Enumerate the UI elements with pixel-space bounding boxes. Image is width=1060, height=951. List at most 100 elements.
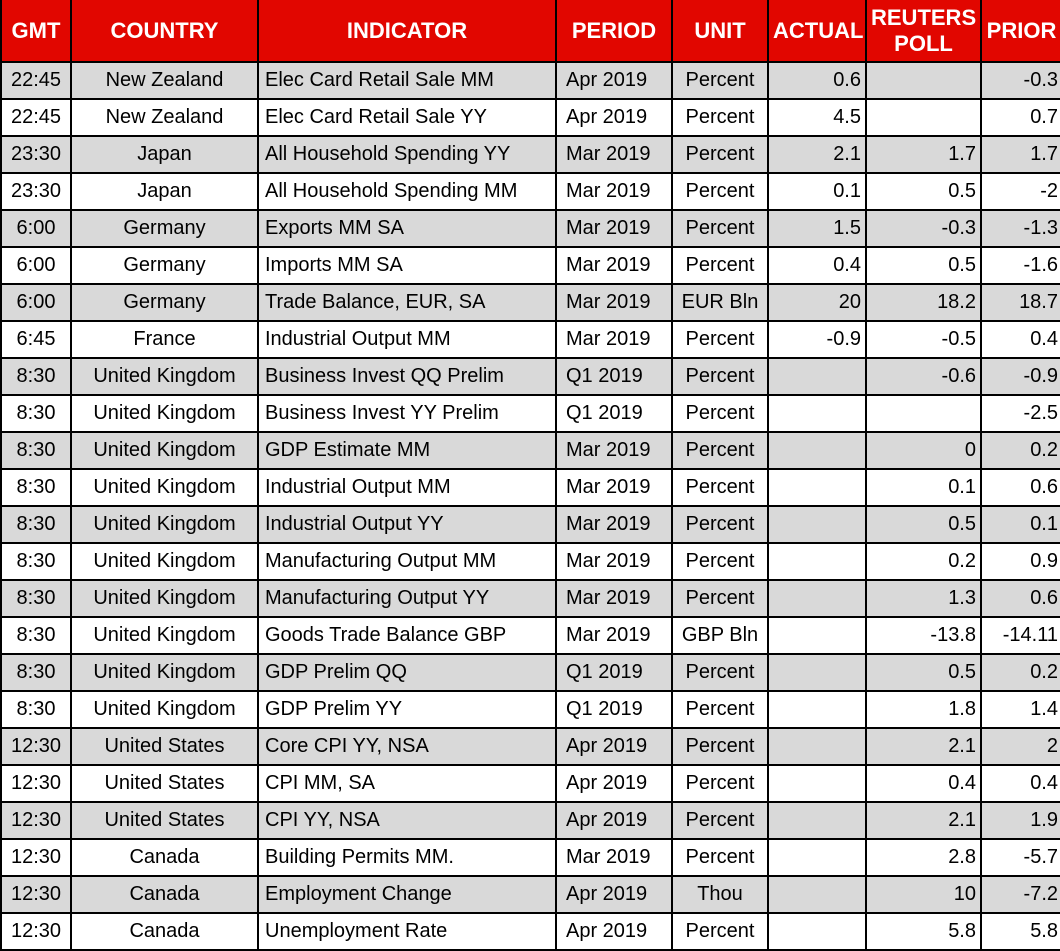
cell-gmt: 6:00 bbox=[0, 246, 72, 285]
cell-poll: 0.1 bbox=[865, 468, 982, 507]
cell-prior: 0.6 bbox=[980, 579, 1060, 618]
cell-country: United States bbox=[70, 764, 259, 803]
cell-prior: 1.7 bbox=[980, 135, 1060, 174]
cell-actual bbox=[767, 579, 867, 618]
cell-country: Germany bbox=[70, 246, 259, 285]
cell-prior: 0.1 bbox=[980, 505, 1060, 544]
cell-country: Japan bbox=[70, 172, 259, 211]
table-row: 8:30 United Kingdom GDP Prelim YY Q1 2019 Pe… bbox=[0, 690, 1060, 729]
cell-unit: Percent bbox=[671, 838, 769, 877]
cell-indicator: GDP Prelim QQ bbox=[257, 653, 557, 692]
cell-country: Canada bbox=[70, 875, 259, 914]
cell-unit: Percent bbox=[671, 246, 769, 285]
cell-period: Apr 2019 bbox=[555, 764, 673, 803]
table-row: 22:45 New Zealand Elec Card Retail Sale YY… bbox=[0, 98, 1060, 137]
cell-poll: 2.1 bbox=[865, 727, 982, 766]
cell-prior: -7.2 bbox=[980, 875, 1060, 914]
cell-indicator: Exports MM SA bbox=[257, 209, 557, 248]
cell-poll: 0.5 bbox=[865, 172, 982, 211]
cell-country: Germany bbox=[70, 283, 259, 322]
cell-period: Mar 2019 bbox=[555, 172, 673, 211]
table-row: 6:00 Germany Exports MM SA Mar 2019 Percent 1… bbox=[0, 209, 1060, 248]
cell-period: Apr 2019 bbox=[555, 912, 673, 951]
cell-country: United States bbox=[70, 801, 259, 840]
cell-unit: Percent bbox=[671, 172, 769, 211]
cell-unit: Percent bbox=[671, 727, 769, 766]
header-indicator: INDICATOR bbox=[257, 0, 557, 63]
cell-indicator: Elec Card Retail Sale MM bbox=[257, 61, 557, 100]
cell-gmt: 6:00 bbox=[0, 209, 72, 248]
cell-period: Q1 2019 bbox=[555, 357, 673, 396]
cell-gmt: 8:30 bbox=[0, 357, 72, 396]
cell-prior: -0.9 bbox=[980, 357, 1060, 396]
cell-poll: -0.6 bbox=[865, 357, 982, 396]
header-actual: ACTUAL bbox=[767, 0, 867, 63]
table-row: 23:30 Japan All Household Spending MM Mar 2… bbox=[0, 172, 1060, 211]
table-body: 22:45 New Zealand Elec Card Retail Sale MM… bbox=[0, 61, 1060, 951]
header-period: PERIOD bbox=[555, 0, 673, 63]
cell-actual bbox=[767, 801, 867, 840]
cell-unit: Percent bbox=[671, 320, 769, 359]
cell-gmt: 12:30 bbox=[0, 801, 72, 840]
cell-unit: Percent bbox=[671, 653, 769, 692]
cell-poll: 0.2 bbox=[865, 542, 982, 581]
cell-country: United Kingdom bbox=[70, 505, 259, 544]
cell-prior: 5.8 bbox=[980, 912, 1060, 951]
cell-actual bbox=[767, 542, 867, 581]
cell-period: Mar 2019 bbox=[555, 431, 673, 470]
cell-period: Mar 2019 bbox=[555, 579, 673, 618]
cell-unit: Percent bbox=[671, 764, 769, 803]
header-gmt: GMT bbox=[0, 0, 72, 63]
cell-period: Q1 2019 bbox=[555, 653, 673, 692]
cell-gmt: 6:45 bbox=[0, 320, 72, 359]
cell-poll: -13.8 bbox=[865, 616, 982, 655]
cell-period: Mar 2019 bbox=[555, 283, 673, 322]
cell-prior: -14.11 bbox=[980, 616, 1060, 655]
cell-poll: -0.3 bbox=[865, 209, 982, 248]
cell-poll bbox=[865, 394, 982, 433]
table-row: 12:30 Canada Employment Change Apr 2019 Thou… bbox=[0, 875, 1060, 914]
cell-unit: Percent bbox=[671, 801, 769, 840]
cell-gmt: 8:30 bbox=[0, 468, 72, 507]
cell-unit: Percent bbox=[671, 394, 769, 433]
cell-prior: 0.6 bbox=[980, 468, 1060, 507]
cell-actual bbox=[767, 690, 867, 729]
cell-unit: Percent bbox=[671, 209, 769, 248]
cell-indicator: All Household Spending YY bbox=[257, 135, 557, 174]
cell-poll bbox=[865, 61, 982, 100]
cell-period: Apr 2019 bbox=[555, 727, 673, 766]
cell-actual bbox=[767, 764, 867, 803]
cell-gmt: 8:30 bbox=[0, 579, 72, 618]
cell-period: Q1 2019 bbox=[555, 690, 673, 729]
cell-unit: Percent bbox=[671, 912, 769, 951]
table-row: 8:30 United Kingdom Manufacturing Output Y… bbox=[0, 579, 1060, 618]
table-row: 22:45 New Zealand Elec Card Retail Sale MM… bbox=[0, 61, 1060, 100]
cell-gmt: 12:30 bbox=[0, 838, 72, 877]
cell-indicator: Business Invest QQ Prelim bbox=[257, 357, 557, 396]
cell-country: New Zealand bbox=[70, 61, 259, 100]
cell-indicator: All Household Spending MM bbox=[257, 172, 557, 211]
cell-unit: Percent bbox=[671, 542, 769, 581]
cell-indicator: Goods Trade Balance GBP bbox=[257, 616, 557, 655]
cell-unit: Percent bbox=[671, 61, 769, 100]
cell-prior: -5.7 bbox=[980, 838, 1060, 877]
cell-period: Apr 2019 bbox=[555, 801, 673, 840]
cell-prior: -1.3 bbox=[980, 209, 1060, 248]
cell-prior: 1.4 bbox=[980, 690, 1060, 729]
table-row: 8:30 United Kingdom GDP Estimate MM Mar 201… bbox=[0, 431, 1060, 470]
cell-actual: 20 bbox=[767, 283, 867, 322]
cell-country: Germany bbox=[70, 209, 259, 248]
cell-indicator: Core CPI YY, NSA bbox=[257, 727, 557, 766]
cell-period: Mar 2019 bbox=[555, 320, 673, 359]
cell-unit: Percent bbox=[671, 135, 769, 174]
cell-actual bbox=[767, 727, 867, 766]
cell-actual: 0.4 bbox=[767, 246, 867, 285]
cell-indicator: Employment Change bbox=[257, 875, 557, 914]
cell-indicator: Industrial Output MM bbox=[257, 468, 557, 507]
header-row: GMT COUNTRY INDICATOR PERIOD UNIT ACTUAL… bbox=[0, 0, 1060, 63]
cell-poll: 1.8 bbox=[865, 690, 982, 729]
cell-gmt: 22:45 bbox=[0, 61, 72, 100]
cell-actual bbox=[767, 431, 867, 470]
cell-indicator: Manufacturing Output YY bbox=[257, 579, 557, 618]
header-country: COUNTRY bbox=[70, 0, 259, 63]
